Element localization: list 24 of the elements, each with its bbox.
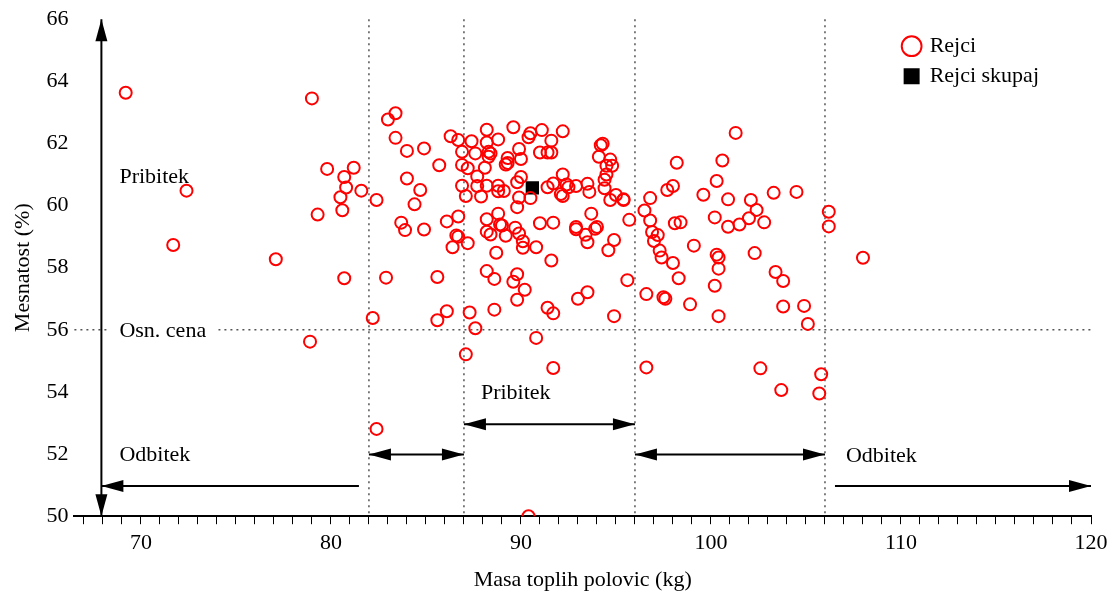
- annotation: Odbitek: [119, 441, 191, 467]
- x-tick-label: 120: [1074, 529, 1108, 555]
- x-tick-label: 90: [509, 529, 532, 555]
- annotation: Pribitek: [480, 378, 551, 404]
- y-tick-label: 58: [46, 253, 69, 279]
- y-axis-title: Mesnatost (%): [8, 203, 34, 333]
- y-tick-label: 60: [46, 191, 69, 217]
- y-tick-label: 56: [46, 315, 69, 341]
- annotation: Pribitek: [119, 163, 190, 189]
- x-axis-title: Masa toplih polovic (kg): [473, 565, 692, 591]
- x-tick-label: 100: [694, 529, 728, 555]
- x-tick-label: 110: [884, 529, 918, 555]
- y-tick-label: 66: [46, 4, 69, 30]
- y-tick-label: 64: [46, 67, 69, 93]
- y-tick-label: 62: [46, 129, 69, 155]
- x-tick-label: 80: [319, 529, 342, 555]
- y-tick-label: 50: [46, 501, 69, 527]
- y-tick-label: 54: [46, 377, 69, 403]
- legend-label: Rejci skupaj: [929, 61, 1040, 87]
- x-tick-label: 70: [129, 529, 152, 555]
- y-tick-label: 52: [46, 439, 69, 465]
- ref-line-label: Osn. cena: [119, 316, 207, 342]
- legend-label: Rejci: [929, 31, 977, 57]
- annotation: Odbitek: [845, 441, 917, 467]
